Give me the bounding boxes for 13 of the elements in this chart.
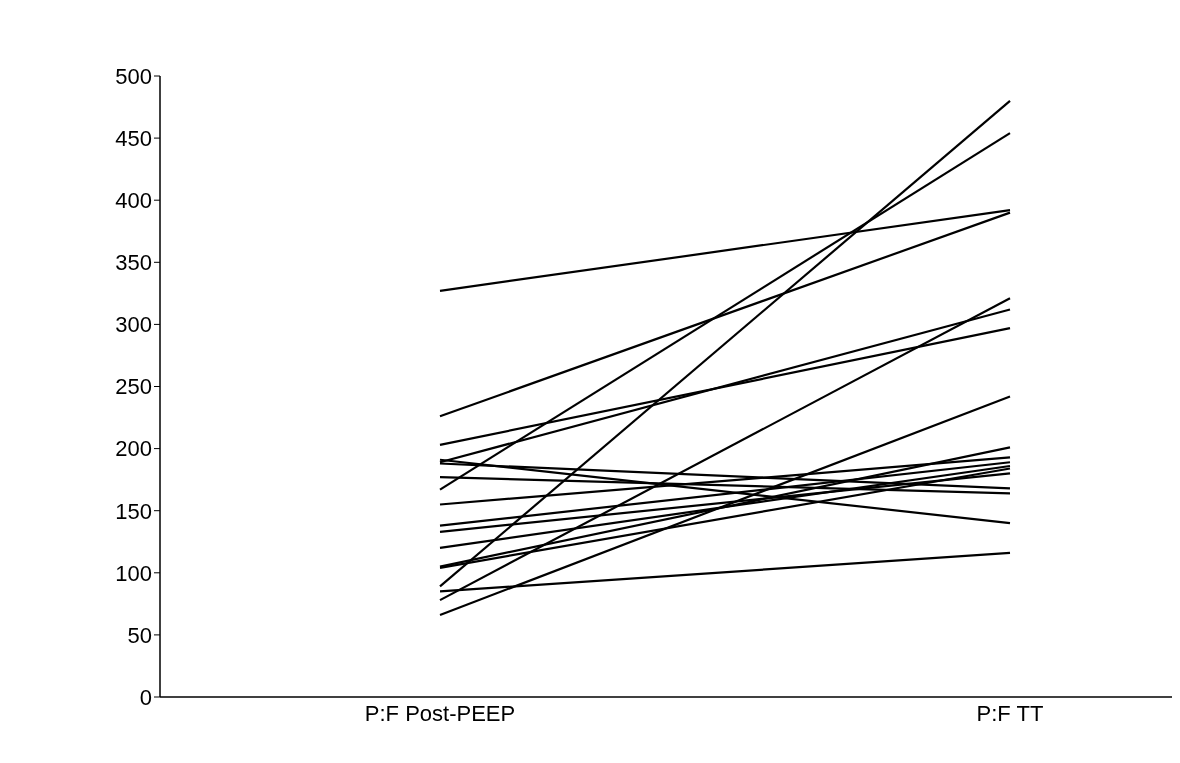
- y-tick-label: 50: [127, 622, 152, 648]
- y-tick-label: 150: [115, 498, 152, 524]
- y-tick-label: 450: [115, 125, 152, 151]
- y-tick-label: 250: [115, 374, 152, 400]
- y-tick-label: 300: [115, 312, 152, 338]
- y-tick-label: 500: [115, 63, 152, 89]
- y-tick-label: 200: [115, 436, 152, 462]
- x-tick-label: P:F TT: [976, 700, 1044, 726]
- y-tick-label: 350: [115, 250, 152, 276]
- y-tick-label: 400: [115, 188, 152, 214]
- y-tick-label: 100: [115, 560, 152, 586]
- x-tick-label: P:F Post-PEEP: [364, 700, 516, 726]
- y-tick-label: 0: [139, 684, 152, 710]
